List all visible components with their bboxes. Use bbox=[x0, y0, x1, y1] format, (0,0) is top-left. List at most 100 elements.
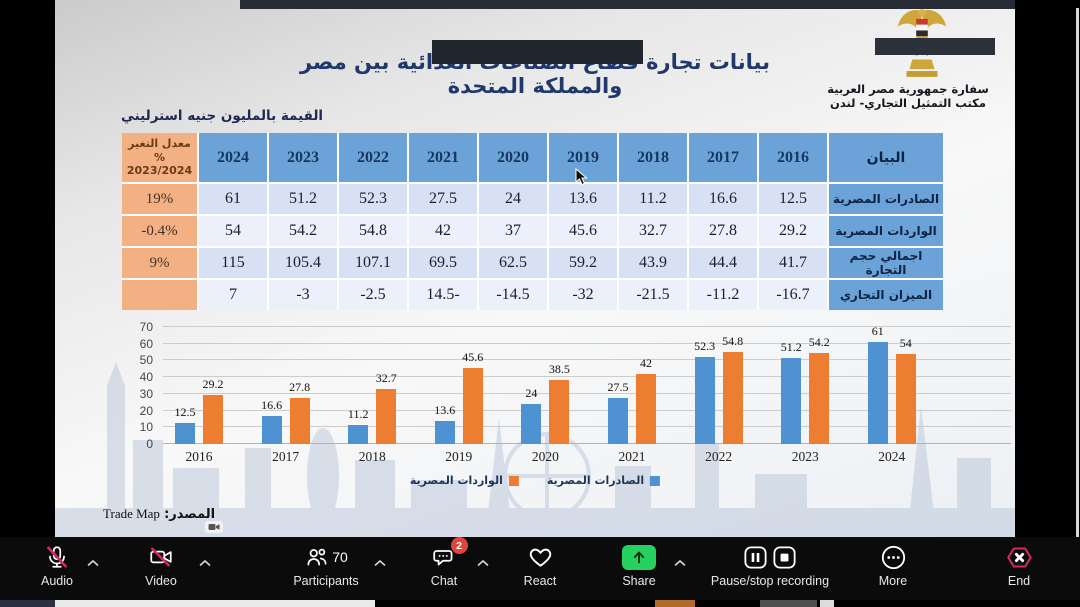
pause-stop-recording-button[interactable]: Pause/stop recording bbox=[685, 543, 855, 588]
value-cell: -2.5 bbox=[339, 280, 407, 310]
value-cell: 29.2 bbox=[759, 216, 827, 246]
value-cell: 59.2 bbox=[549, 248, 617, 278]
gridline bbox=[163, 409, 1011, 411]
value-cell: 62.5 bbox=[479, 248, 547, 278]
source-label: المصدر: bbox=[164, 507, 216, 522]
legend-label: الصادرات المصرية bbox=[546, 474, 645, 487]
import-bar bbox=[549, 379, 570, 444]
x-tick-label: 2022 bbox=[705, 449, 733, 464]
share-up-arrow-icon bbox=[622, 544, 656, 570]
item-header: البيان bbox=[829, 133, 943, 182]
chat-menu-chevron[interactable] bbox=[476, 556, 490, 570]
year-header: 2021 bbox=[409, 133, 477, 182]
bar-value-label: 54 bbox=[899, 335, 912, 350]
end-button[interactable]: End bbox=[989, 543, 1049, 588]
stop-icon[interactable] bbox=[771, 544, 798, 571]
bar-value-label: 29.2 bbox=[202, 377, 224, 392]
gridline bbox=[163, 443, 1011, 444]
pause-icon[interactable] bbox=[742, 544, 769, 571]
bottom-strip-white bbox=[55, 600, 375, 607]
value-cell: 115 bbox=[199, 248, 267, 278]
react-label: React bbox=[523, 574, 557, 588]
share-menu-chevron[interactable] bbox=[673, 556, 687, 570]
export-bar bbox=[521, 403, 542, 444]
x-tick-label: 2023 bbox=[791, 449, 819, 464]
value-cell: 27.8 bbox=[689, 216, 757, 246]
x-tick-label: 2017 bbox=[272, 449, 300, 464]
audio-menu-chevron[interactable] bbox=[86, 556, 100, 570]
value-cell: 32.7 bbox=[619, 216, 687, 246]
record-label: Pause/stop recording bbox=[710, 574, 830, 588]
change-rate-cell: -0.4% bbox=[122, 216, 197, 246]
export-bar bbox=[867, 342, 888, 444]
gridline bbox=[163, 392, 1011, 394]
export-bar bbox=[175, 423, 195, 444]
mouse-cursor bbox=[575, 168, 588, 186]
row-label: الواردات المصرية bbox=[829, 216, 943, 246]
people-icon bbox=[307, 548, 327, 566]
y-tick-label: 20 bbox=[139, 403, 153, 418]
video-menu-chevron[interactable] bbox=[198, 556, 212, 570]
bottom-strip-orange bbox=[655, 600, 695, 607]
right-edge-strip bbox=[1076, 8, 1079, 600]
audio-button[interactable]: Audio bbox=[27, 543, 87, 588]
import-bar bbox=[462, 367, 483, 444]
year-header: 2016 bbox=[759, 133, 827, 182]
embassy-line2: مكتب التمثيل التجاري- لندن bbox=[830, 96, 986, 111]
row-label: اجمالي حجم التجارة bbox=[829, 248, 943, 278]
value-cell: 51.2 bbox=[269, 184, 337, 214]
y-tick-label: 50 bbox=[139, 353, 153, 368]
export-bar bbox=[434, 421, 455, 444]
react-button[interactable]: React bbox=[510, 543, 570, 588]
participants-button[interactable]: 70 Participants bbox=[271, 543, 381, 588]
value-cell: -16.7 bbox=[759, 280, 827, 310]
year-header: 2018 bbox=[619, 133, 687, 182]
bar-value-label: 42 bbox=[640, 355, 652, 370]
chat-label: Chat bbox=[430, 574, 458, 588]
export-bar bbox=[348, 425, 369, 444]
redaction-box-title bbox=[432, 40, 643, 64]
share-button[interactable]: Share bbox=[609, 543, 669, 588]
chat-button[interactable]: 2 Chat bbox=[414, 537, 474, 588]
x-tick-label: 2020 bbox=[531, 449, 559, 464]
value-cell: 11.2 bbox=[619, 184, 687, 214]
value-cell: 54 bbox=[199, 216, 267, 246]
export-bar bbox=[608, 398, 628, 444]
more-button[interactable]: More bbox=[863, 543, 923, 588]
y-tick-label: 0 bbox=[146, 437, 153, 451]
participants-menu-chevron[interactable] bbox=[373, 556, 387, 570]
bar-value-label: 32.7 bbox=[375, 371, 397, 386]
y-tick-label: 70 bbox=[139, 320, 153, 334]
value-cell: 7 bbox=[199, 280, 267, 310]
bottom-strip-left bbox=[0, 600, 55, 607]
bar-value-label: 24 bbox=[525, 385, 538, 400]
camera-mini-icon bbox=[208, 524, 220, 530]
bar-value-label: 54.8 bbox=[722, 334, 744, 349]
bar-value-label: 52.3 bbox=[694, 338, 716, 353]
import-bar bbox=[289, 397, 310, 444]
value-cell: -11.2 bbox=[689, 280, 757, 310]
london-skyline-watermark bbox=[55, 362, 1015, 537]
value-cell: 61 bbox=[199, 184, 267, 214]
mic-muted-icon bbox=[44, 543, 70, 571]
import-bar bbox=[895, 353, 916, 444]
more-label: More bbox=[878, 574, 908, 588]
x-tick-label: 2024 bbox=[878, 449, 906, 464]
video-overlay-pill bbox=[205, 521, 223, 533]
bar-value-label: 13.6 bbox=[434, 403, 456, 418]
video-button[interactable]: Video bbox=[131, 543, 191, 588]
chart-legend: الصادرات المصرية الواردات المصرية bbox=[410, 474, 661, 487]
ellipsis-icon bbox=[880, 543, 907, 571]
embassy-line1: سفارة جمهورية مصر العربية bbox=[827, 82, 989, 96]
change-rate-cell bbox=[122, 280, 197, 310]
value-cell: 14.5- bbox=[409, 280, 477, 310]
import-bar bbox=[203, 395, 223, 444]
heart-icon bbox=[527, 543, 554, 571]
chart-y-axis: 0 10 20 30 40 50 60 70 bbox=[123, 320, 153, 451]
export-bar bbox=[694, 356, 715, 444]
x-tick-label: 2021 bbox=[618, 449, 646, 464]
bottom-strip-gray bbox=[760, 600, 817, 607]
value-cell: 107.1 bbox=[339, 248, 407, 278]
gridline bbox=[163, 426, 1011, 428]
